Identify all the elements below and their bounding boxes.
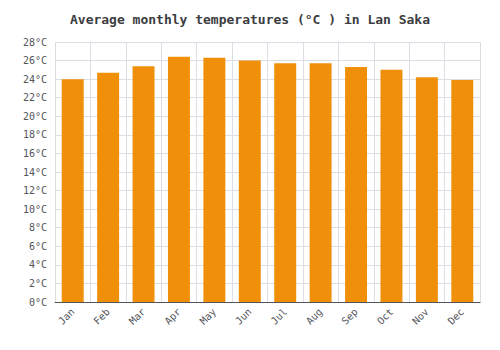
svg-text:Jul: Jul [269, 306, 290, 327]
svg-text:0°C: 0°C [29, 297, 47, 308]
svg-text:16°C: 16°C [23, 148, 47, 159]
svg-text:Apr: Apr [162, 306, 183, 327]
svg-text:Mar: Mar [127, 306, 148, 327]
svg-text:Dec: Dec [446, 306, 467, 327]
svg-text:2°C: 2°C [29, 278, 47, 289]
svg-text:22°C: 22°C [23, 92, 47, 103]
svg-text:28°C: 28°C [23, 37, 47, 48]
svg-text:Sep: Sep [339, 306, 360, 327]
svg-text:26°C: 26°C [23, 55, 47, 66]
svg-text:Feb: Feb [91, 306, 112, 327]
svg-text:8°C: 8°C [29, 222, 47, 233]
svg-text:12°C: 12°C [23, 185, 47, 196]
svg-text:6°C: 6°C [29, 241, 47, 252]
svg-text:May: May [198, 306, 219, 327]
svg-text:Oct: Oct [375, 306, 396, 327]
svg-text:Aug: Aug [304, 306, 325, 327]
svg-text:10°C: 10°C [23, 204, 47, 215]
svg-text:Jun: Jun [233, 306, 254, 327]
svg-text:14°C: 14°C [23, 167, 47, 178]
svg-text:18°C: 18°C [23, 129, 47, 140]
svg-text:Nov: Nov [410, 306, 431, 327]
svg-text:Average monthly temperatures (: Average monthly temperatures (°C ) in La… [70, 12, 430, 27]
svg-text:4°C: 4°C [29, 259, 47, 270]
svg-text:20°C: 20°C [23, 111, 47, 122]
svg-text:24°C: 24°C [23, 74, 47, 85]
svg-text:Jan: Jan [56, 306, 77, 327]
